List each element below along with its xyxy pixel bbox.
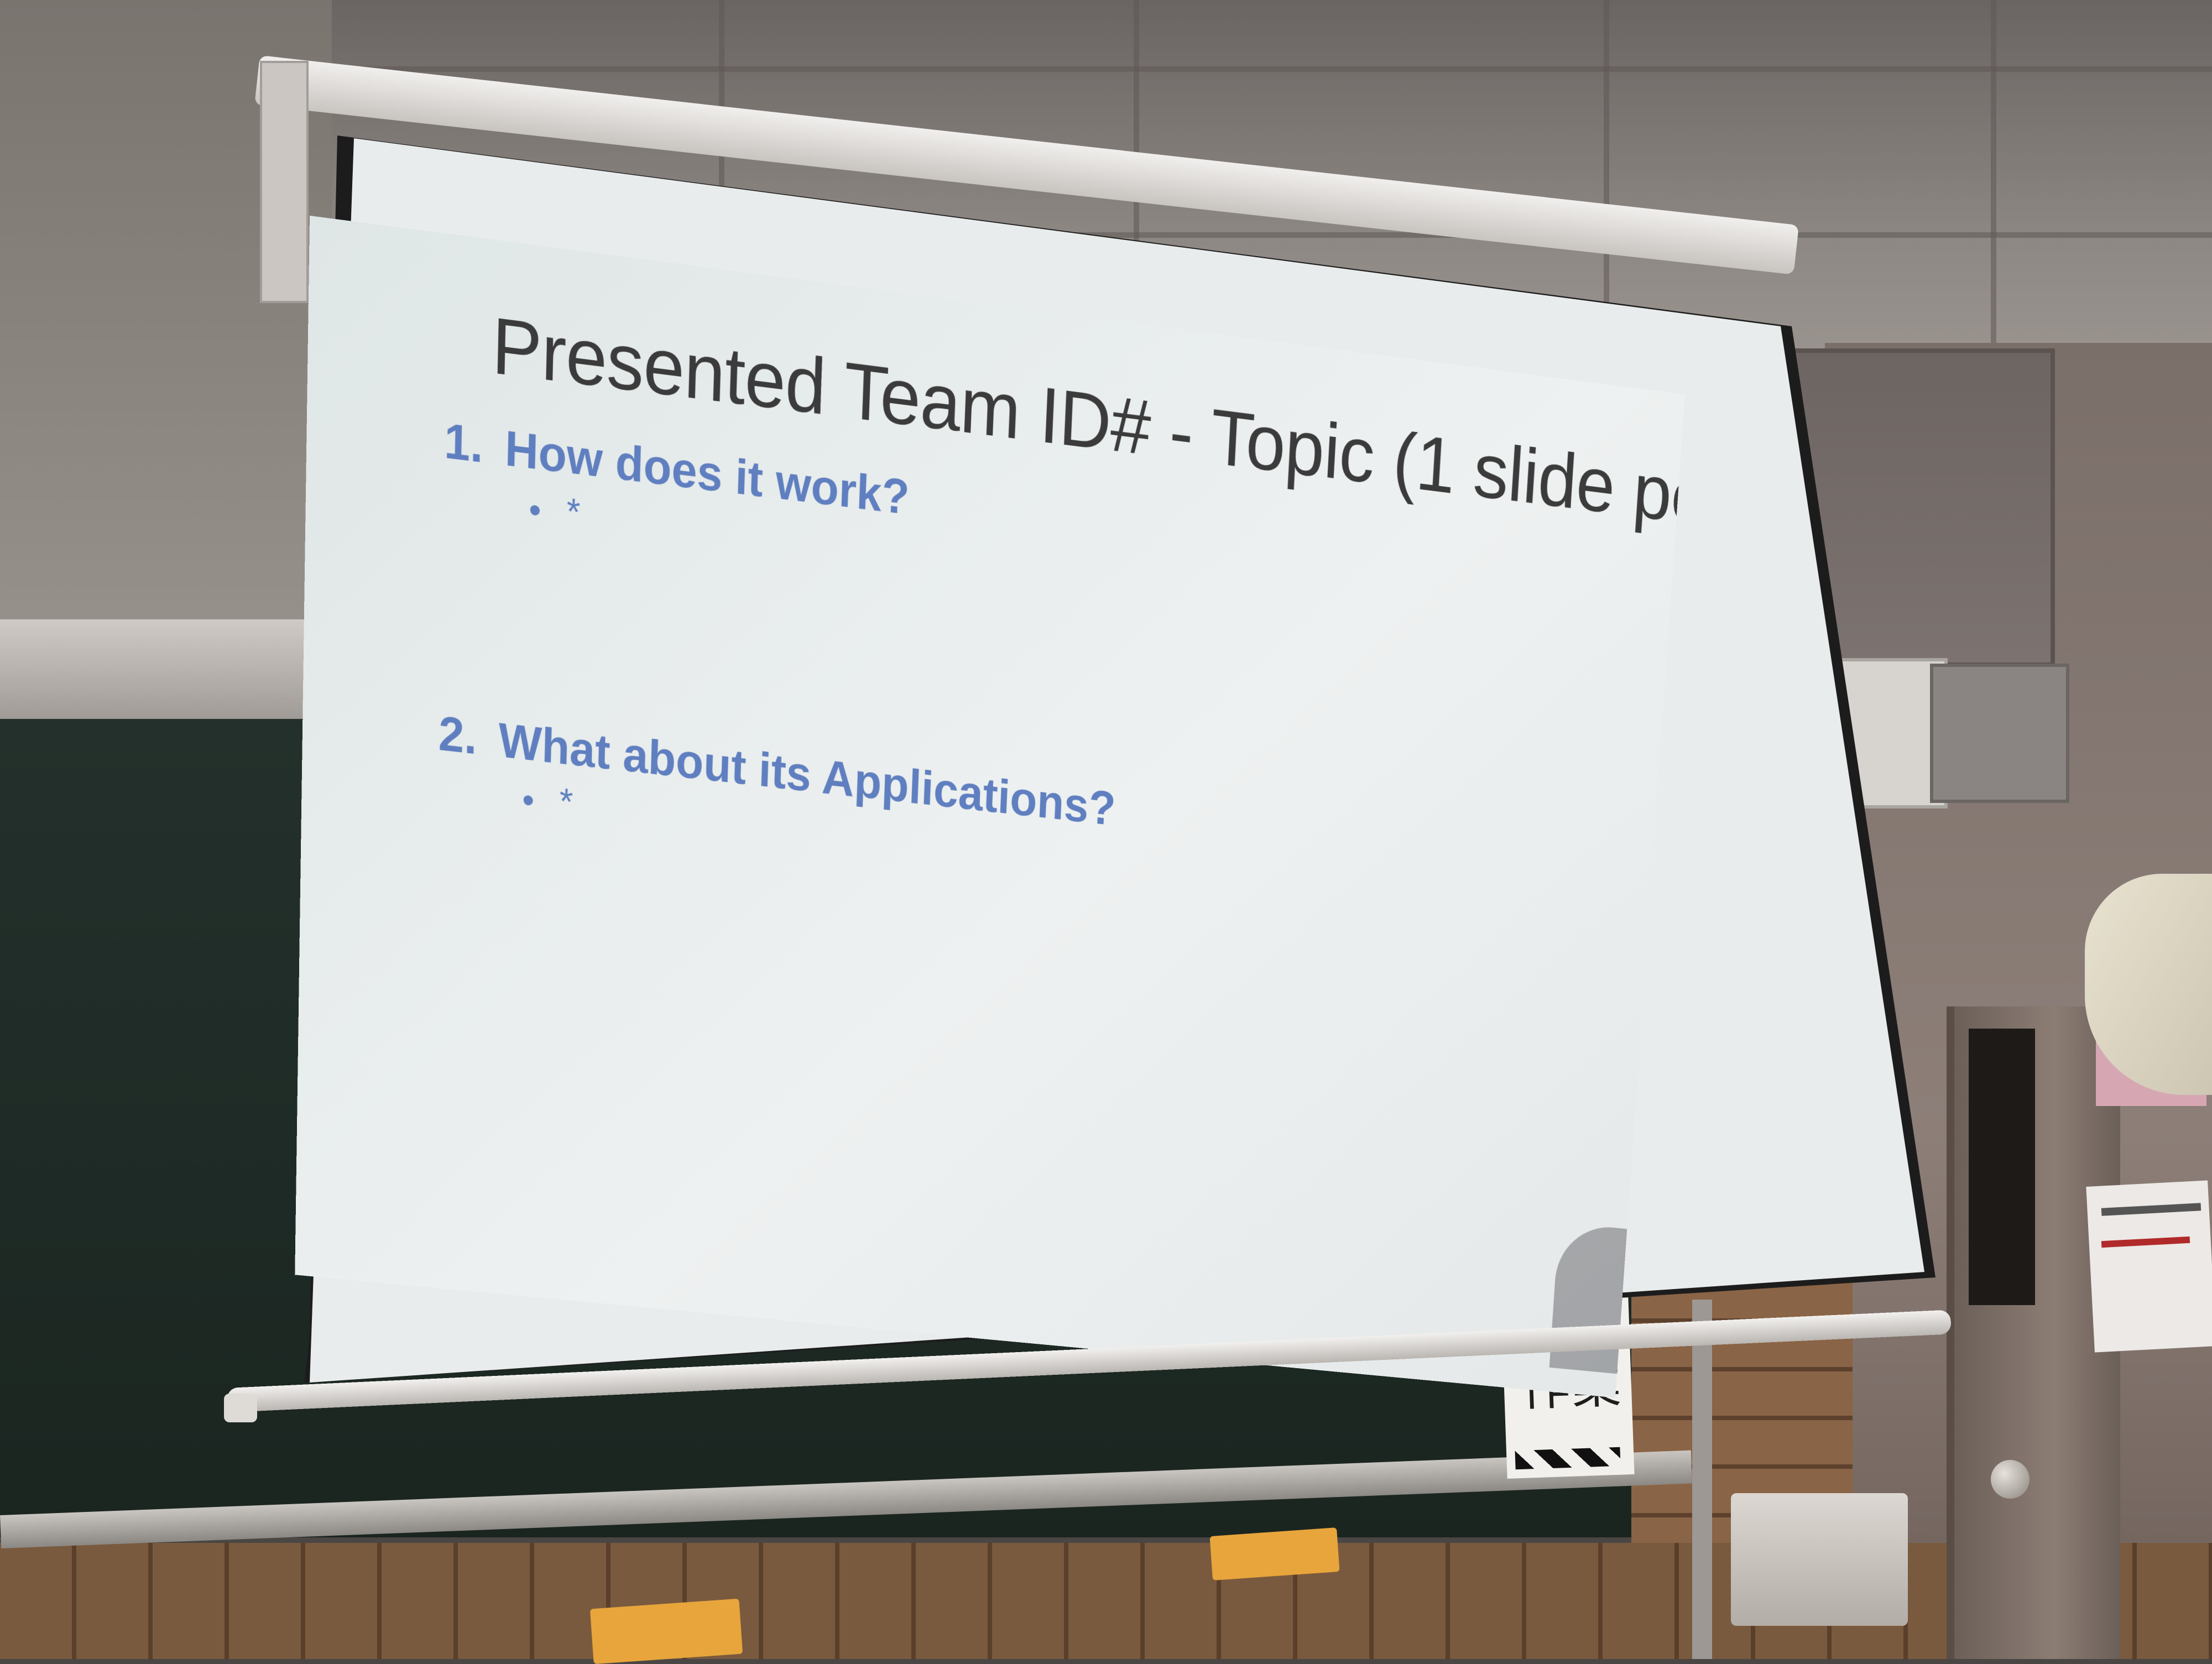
wall-pipe: [1692, 1300, 1712, 1659]
slide: Presented Team ID# - Topic (1 slide per …: [295, 216, 1685, 1398]
door-window: [1969, 1029, 2035, 1305]
bullet-placeholder: *: [559, 780, 573, 823]
screen-bracket: [260, 61, 309, 303]
junction-box: [1930, 664, 2069, 803]
question-number: 1.: [444, 413, 483, 474]
cooler-box: [1731, 1493, 1908, 1626]
board-eraser: [1209, 1527, 1339, 1580]
bullet-placeholder: *: [566, 490, 581, 534]
door-knob: [1991, 1460, 2030, 1499]
question-text: What about its Applications?: [498, 713, 1117, 837]
bullet-icon: •: [521, 779, 535, 822]
wall-ledge: [0, 619, 321, 730]
hazard-stripe: [1515, 1447, 1620, 1470]
question-number: 2.: [438, 706, 477, 766]
screen-bar-cap: [224, 1394, 257, 1422]
board-eraser: [590, 1599, 743, 1664]
bullet-icon: •: [528, 488, 541, 532]
